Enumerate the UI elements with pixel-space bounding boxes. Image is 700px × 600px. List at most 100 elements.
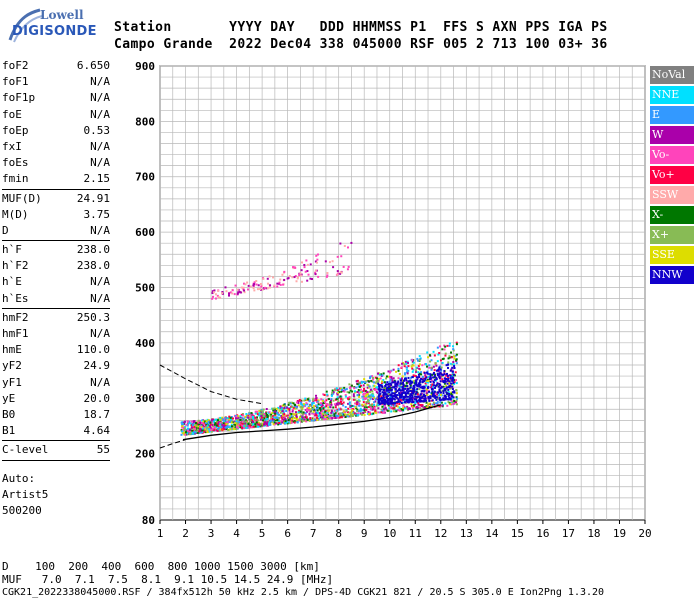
echo-point [221, 290, 224, 293]
echo-point [383, 411, 386, 414]
echo-point [372, 398, 375, 401]
echo-point [234, 422, 237, 425]
echo-point [411, 407, 414, 410]
echo-point [315, 394, 318, 397]
echo-point [318, 413, 321, 416]
echo-point [216, 294, 219, 297]
echo-point [409, 389, 412, 392]
echo-point [341, 414, 344, 417]
echo-point [316, 417, 319, 420]
echo-point [330, 403, 333, 406]
echo-point [419, 386, 422, 389]
echo-point [208, 422, 211, 425]
echo-point [182, 426, 185, 429]
echo-point [341, 412, 344, 415]
echo-point [305, 414, 308, 417]
echo-point [441, 358, 444, 361]
echo-point [384, 393, 387, 396]
echo-point [448, 386, 451, 389]
echo-point [333, 414, 336, 417]
param-row: hmF2 250.3 [2, 310, 110, 326]
echo-point [292, 266, 295, 269]
echo-point [312, 402, 315, 405]
digisonde-logo: Lowell DIGISONDE [6, 6, 106, 56]
echo-point [243, 423, 246, 426]
echo-point [411, 376, 414, 379]
x-tick-label: 4 [233, 527, 240, 540]
echo-point [373, 384, 376, 387]
echo-point [449, 403, 452, 406]
echo-point [357, 399, 360, 402]
echo-point [435, 398, 438, 401]
echo-point [416, 400, 419, 403]
echo-point [294, 266, 297, 269]
echo-point [256, 410, 259, 413]
echo-point [254, 423, 257, 426]
echo-point [402, 404, 405, 407]
param-label: fxI [2, 139, 22, 153]
echo-point [447, 363, 450, 366]
echo-point [368, 399, 371, 402]
echo-point [277, 423, 280, 426]
echo-point [255, 280, 258, 283]
echo-point [312, 405, 315, 408]
echo-point [433, 384, 436, 387]
echo-point [244, 415, 247, 418]
echo-point [235, 425, 238, 428]
echo-point [268, 275, 271, 278]
echo-point [298, 416, 301, 419]
echo-point [273, 416, 276, 419]
echo-point [311, 406, 314, 409]
echo-point [209, 429, 212, 432]
echo-point [447, 398, 450, 401]
echo-point [406, 385, 409, 388]
echo-point [265, 408, 268, 411]
echo-point [221, 417, 224, 420]
echo-point [271, 418, 274, 421]
echo-point [398, 384, 401, 387]
echo-point [332, 266, 335, 269]
echo-point [335, 409, 338, 412]
echo-point [263, 423, 266, 426]
echo-point [382, 379, 385, 382]
echo-point [402, 389, 405, 392]
echo-point [293, 417, 296, 420]
echo-point [451, 363, 454, 366]
echo-point [297, 410, 300, 413]
echo-point [192, 431, 195, 434]
echo-point [334, 417, 337, 420]
echo-point [440, 386, 443, 389]
echo-point [182, 421, 185, 424]
echo-point [332, 391, 335, 394]
echo-point [204, 421, 207, 424]
param-value: N/A [90, 75, 110, 89]
echo-point [239, 291, 242, 294]
echo-point [241, 425, 244, 428]
echo-point [298, 399, 301, 402]
echo-point [296, 421, 299, 424]
echo-point [272, 419, 275, 422]
echo-point [188, 420, 191, 423]
echo-point [417, 401, 420, 404]
echo-point [321, 404, 324, 407]
echo-point [292, 413, 295, 416]
echo-point [180, 421, 183, 424]
y-tick-label: 80 [142, 514, 155, 527]
echo-point [406, 371, 409, 374]
echo-point [404, 398, 407, 401]
echo-point [443, 348, 446, 351]
echo-point [372, 401, 375, 404]
echo-point [184, 425, 187, 428]
echo-point [423, 371, 426, 374]
echo-point [339, 271, 342, 274]
echo-point [184, 433, 187, 436]
echo-point [285, 414, 288, 417]
echo-point [373, 403, 376, 406]
y-tick-label: 400 [135, 337, 155, 350]
echo-point [393, 407, 396, 410]
echo-point [335, 398, 338, 401]
echo-point [269, 284, 272, 287]
echo-point [385, 388, 388, 391]
echo-point [445, 364, 448, 367]
echo-point [369, 411, 372, 414]
